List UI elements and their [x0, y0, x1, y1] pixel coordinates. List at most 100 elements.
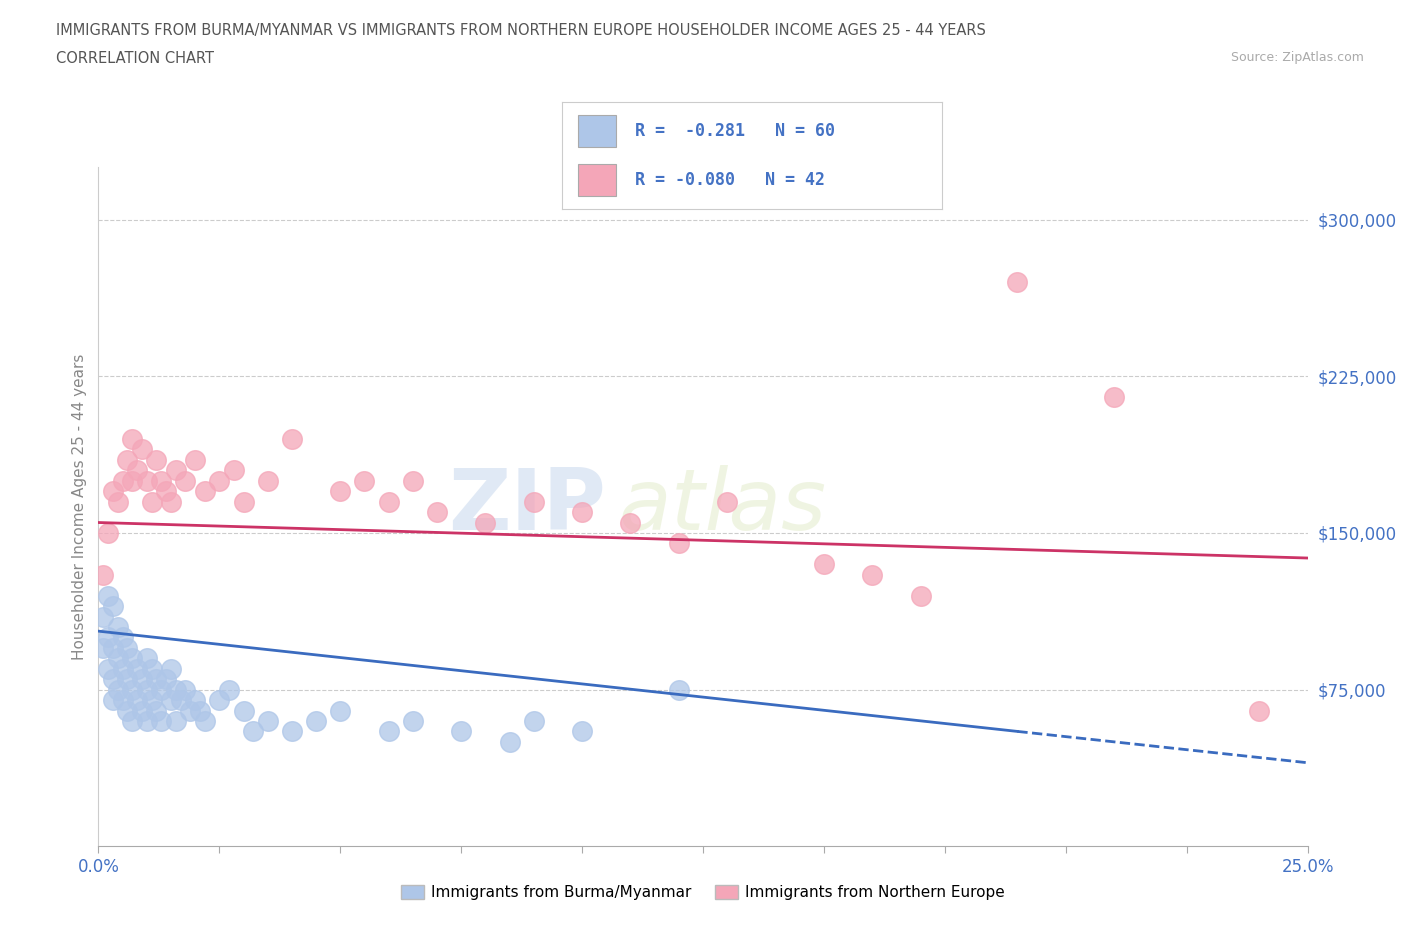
Point — [150, 713, 173, 728]
Point — [194, 484, 217, 498]
Text: CORRELATION CHART: CORRELATION CHART — [56, 51, 214, 66]
Point — [169, 693, 191, 708]
Point — [571, 724, 593, 738]
Point — [523, 494, 546, 509]
Point — [155, 671, 177, 686]
Point — [165, 713, 187, 728]
Point — [97, 588, 120, 603]
Point — [716, 494, 738, 509]
Text: atlas: atlas — [619, 465, 827, 549]
Point — [426, 505, 449, 520]
Point — [101, 671, 124, 686]
Point — [668, 536, 690, 551]
Legend: Immigrants from Burma/Myanmar, Immigrants from Northern Europe: Immigrants from Burma/Myanmar, Immigrant… — [395, 879, 1011, 907]
Point — [160, 661, 183, 676]
Point — [523, 713, 546, 728]
Point — [101, 599, 124, 614]
Point — [117, 641, 139, 656]
Point — [141, 661, 163, 676]
Text: IMMIGRANTS FROM BURMA/MYANMAR VS IMMIGRANTS FROM NORTHERN EUROPE HOUSEHOLDER INC: IMMIGRANTS FROM BURMA/MYANMAR VS IMMIGRA… — [56, 23, 986, 38]
Point — [121, 473, 143, 488]
Point — [184, 452, 207, 467]
Point — [97, 661, 120, 676]
Point — [450, 724, 472, 738]
Point — [131, 442, 153, 457]
Point — [107, 619, 129, 634]
Point — [111, 473, 134, 488]
Point — [1249, 703, 1271, 718]
Point — [111, 693, 134, 708]
Point — [474, 515, 496, 530]
Point — [194, 713, 217, 728]
Point — [121, 713, 143, 728]
Point — [135, 473, 157, 488]
Point — [117, 452, 139, 467]
Point — [222, 463, 245, 478]
Point — [1007, 275, 1029, 290]
Point — [619, 515, 641, 530]
Point — [1102, 390, 1125, 405]
Point — [353, 473, 375, 488]
Point — [107, 683, 129, 698]
Point — [141, 494, 163, 509]
Point — [184, 693, 207, 708]
Point — [179, 703, 201, 718]
Point — [150, 683, 173, 698]
Point — [256, 473, 278, 488]
Point — [218, 683, 240, 698]
Point — [131, 703, 153, 718]
Point — [131, 671, 153, 686]
Point — [402, 713, 425, 728]
Point — [813, 557, 835, 572]
Point — [174, 683, 197, 698]
Point — [121, 683, 143, 698]
Point — [97, 525, 120, 540]
Point — [127, 661, 149, 676]
Point — [281, 432, 304, 446]
Point — [107, 651, 129, 666]
Point — [91, 609, 114, 624]
Point — [160, 494, 183, 509]
Point — [135, 651, 157, 666]
Point — [377, 494, 399, 509]
Point — [101, 693, 124, 708]
Point — [208, 473, 231, 488]
Point — [107, 494, 129, 509]
Point — [305, 713, 328, 728]
Point — [141, 693, 163, 708]
Point — [155, 484, 177, 498]
Point — [165, 683, 187, 698]
Point — [208, 693, 231, 708]
Text: R =  -0.281   N = 60: R = -0.281 N = 60 — [634, 122, 835, 140]
Point — [145, 671, 167, 686]
Point — [329, 703, 352, 718]
Point — [91, 567, 114, 582]
Point — [242, 724, 264, 738]
Point — [117, 703, 139, 718]
Text: ZIP: ZIP — [449, 465, 606, 549]
Point — [281, 724, 304, 738]
Point — [121, 432, 143, 446]
Point — [111, 630, 134, 644]
FancyBboxPatch shape — [578, 115, 616, 147]
Point — [150, 473, 173, 488]
Point — [135, 683, 157, 698]
Point — [165, 463, 187, 478]
Point — [910, 588, 932, 603]
Point — [91, 641, 114, 656]
Point — [377, 724, 399, 738]
Point — [121, 651, 143, 666]
Point — [97, 630, 120, 644]
Text: Source: ZipAtlas.com: Source: ZipAtlas.com — [1230, 51, 1364, 64]
Point — [145, 703, 167, 718]
Point — [117, 671, 139, 686]
Point — [232, 703, 254, 718]
Point — [101, 641, 124, 656]
Point — [402, 473, 425, 488]
Point — [101, 484, 124, 498]
Point — [160, 693, 183, 708]
Text: R = -0.080   N = 42: R = -0.080 N = 42 — [634, 171, 824, 190]
Point — [188, 703, 211, 718]
Point — [145, 452, 167, 467]
Point — [174, 473, 197, 488]
